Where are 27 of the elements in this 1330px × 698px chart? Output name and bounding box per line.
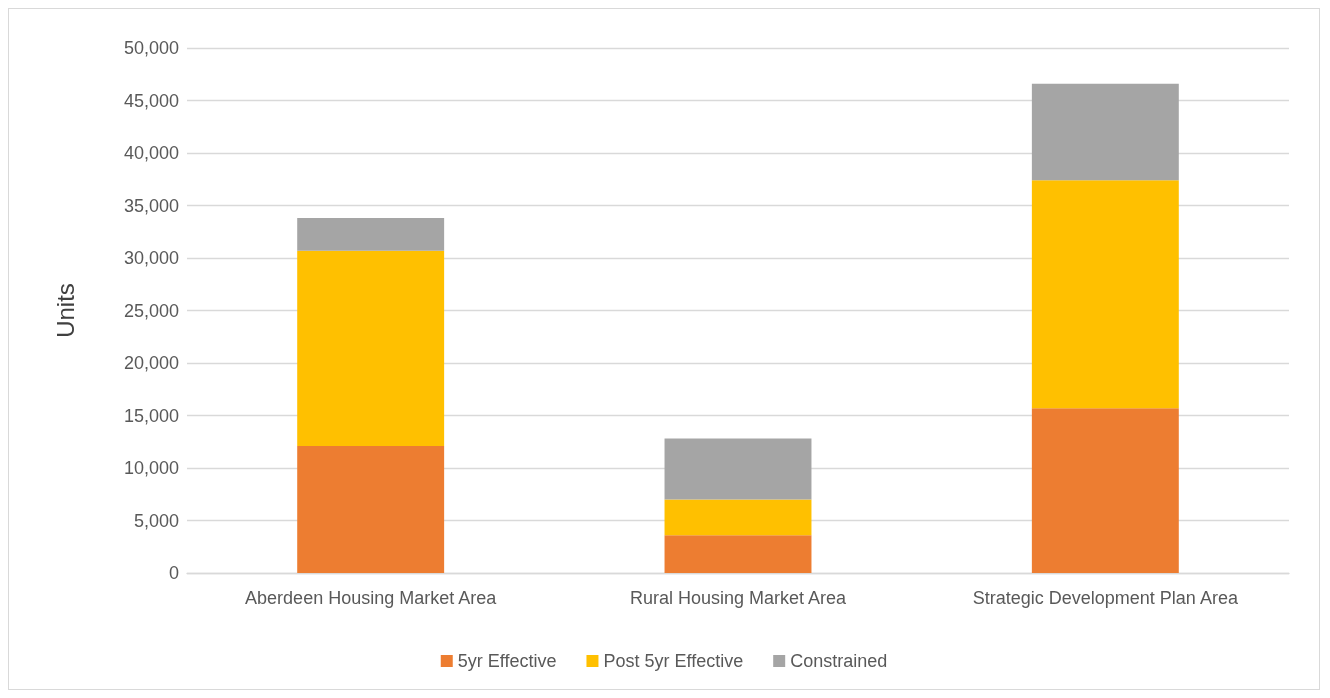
x-tick-label: Rural Housing Market Area [629, 588, 848, 608]
y-tick-label: 45,000 [123, 90, 179, 111]
y-tick-label: 0 [168, 563, 179, 583]
x-tick-label: Aberdeen Housing Market Area [245, 588, 498, 608]
bar [297, 250, 445, 446]
bar [1031, 180, 1179, 409]
y-tick-label: 10,000 [123, 458, 179, 478]
bar [664, 438, 812, 500]
legend-label: Constrained [790, 651, 888, 671]
y-tick-label: 20,000 [123, 353, 179, 373]
bar [1031, 408, 1179, 573]
bar [664, 535, 812, 573]
bar [664, 499, 812, 536]
y-axis-title: Units [51, 283, 79, 338]
y-tick-label: 30,000 [123, 248, 179, 268]
legend-label: Post 5yr Effective [603, 651, 744, 671]
y-tick-label: 15,000 [123, 405, 179, 426]
y-tick-label: 5,000 [133, 510, 179, 531]
y-tick-label: 25,000 [123, 300, 179, 321]
bar [297, 218, 445, 251]
y-tick-label: 35,000 [123, 195, 179, 216]
y-tick-label: 40,000 [123, 143, 179, 163]
bar [297, 445, 445, 573]
x-tick-label: Strategic Development Plan Area [972, 588, 1239, 608]
y-tick-label: 50,000 [123, 38, 179, 58]
bar [1031, 83, 1179, 181]
legend-label: 5yr Effective [457, 651, 557, 671]
